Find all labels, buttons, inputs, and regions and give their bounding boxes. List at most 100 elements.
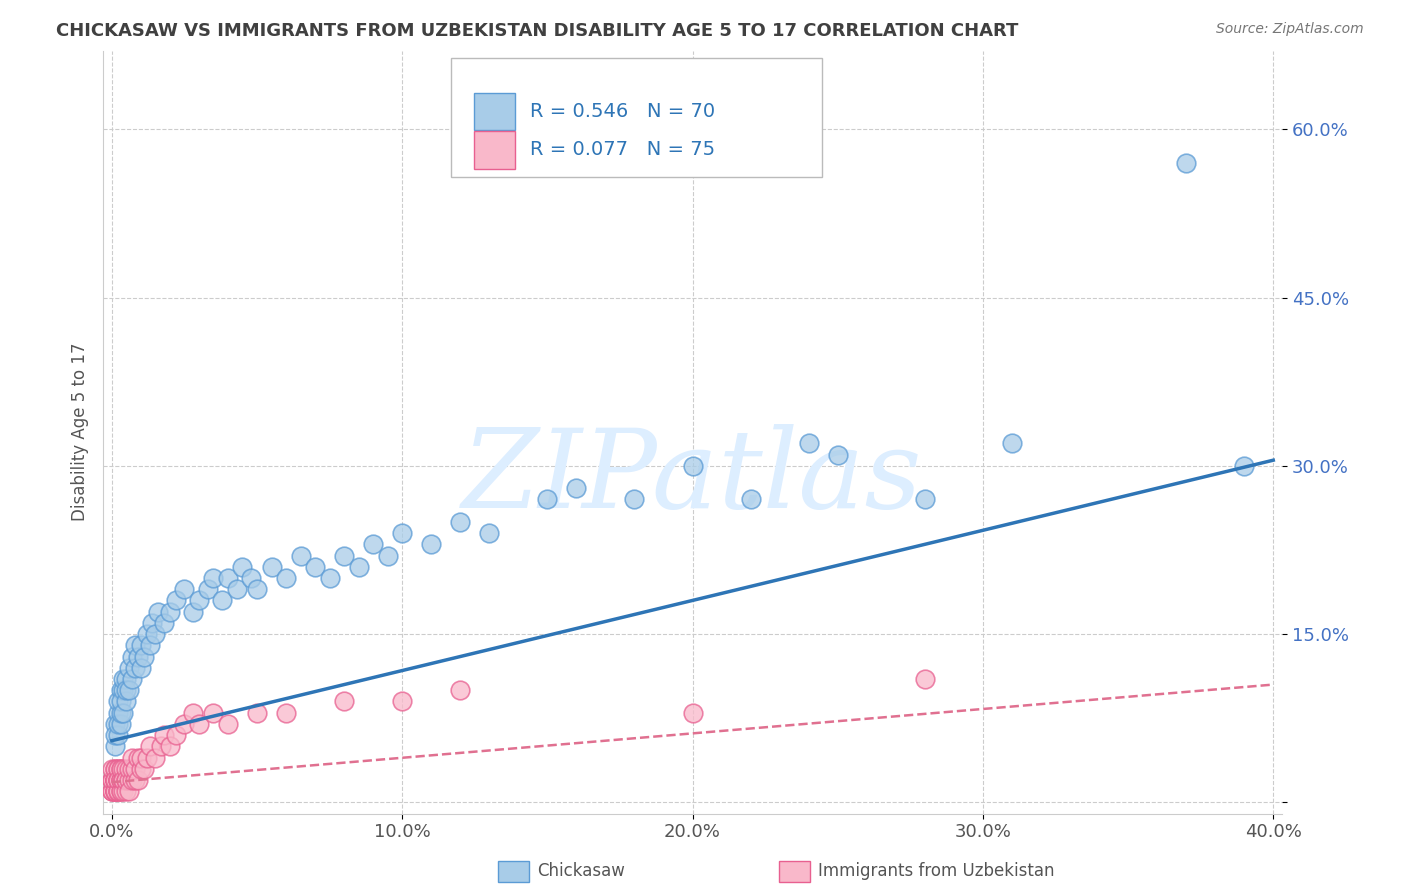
- Point: [124, 638, 146, 652]
- Point: [115, 672, 138, 686]
- Point: [104, 739, 127, 754]
- Y-axis label: Disability Age 5 to 17: Disability Age 5 to 17: [72, 343, 89, 522]
- Point: [682, 706, 704, 720]
- Point: [129, 638, 152, 652]
- Point: [112, 683, 135, 698]
- Point: [110, 772, 132, 787]
- Point: [1001, 436, 1024, 450]
- Point: [797, 436, 820, 450]
- Point: [104, 784, 127, 798]
- Point: [165, 593, 187, 607]
- Point: [110, 683, 132, 698]
- Point: [138, 638, 160, 652]
- Point: [318, 571, 340, 585]
- Point: [217, 571, 239, 585]
- Point: [112, 772, 135, 787]
- Point: [623, 492, 645, 507]
- Point: [153, 615, 176, 630]
- Point: [112, 762, 135, 776]
- Point: [138, 739, 160, 754]
- Point: [181, 605, 204, 619]
- Point: [141, 615, 163, 630]
- Point: [107, 772, 129, 787]
- Point: [274, 571, 297, 585]
- Text: R = 0.546   N = 70: R = 0.546 N = 70: [530, 103, 716, 121]
- Point: [115, 683, 138, 698]
- Point: [110, 784, 132, 798]
- Point: [124, 772, 146, 787]
- Point: [112, 772, 135, 787]
- Point: [112, 772, 135, 787]
- Point: [118, 762, 141, 776]
- Point: [377, 549, 399, 563]
- Point: [914, 492, 936, 507]
- Point: [112, 672, 135, 686]
- Point: [145, 627, 167, 641]
- Point: [290, 549, 312, 563]
- Point: [107, 762, 129, 776]
- Point: [121, 772, 143, 787]
- Point: [104, 784, 127, 798]
- Point: [112, 706, 135, 720]
- Point: [231, 559, 253, 574]
- Point: [118, 661, 141, 675]
- Point: [347, 559, 370, 574]
- Text: CHICKASAW VS IMMIGRANTS FROM UZBEKISTAN DISABILITY AGE 5 TO 17 CORRELATION CHART: CHICKASAW VS IMMIGRANTS FROM UZBEKISTAN …: [56, 22, 1018, 40]
- Point: [159, 739, 181, 754]
- Point: [110, 716, 132, 731]
- Point: [225, 582, 247, 597]
- Point: [104, 772, 127, 787]
- Point: [129, 750, 152, 764]
- Point: [101, 784, 124, 798]
- Point: [150, 739, 173, 754]
- Point: [101, 784, 124, 798]
- Point: [449, 683, 471, 698]
- Point: [110, 772, 132, 787]
- FancyBboxPatch shape: [474, 131, 515, 169]
- Point: [135, 750, 157, 764]
- Point: [107, 772, 129, 787]
- Point: [197, 582, 219, 597]
- Point: [118, 683, 141, 698]
- Point: [217, 716, 239, 731]
- Point: [129, 661, 152, 675]
- Point: [682, 458, 704, 473]
- Point: [107, 772, 129, 787]
- Point: [145, 750, 167, 764]
- Point: [333, 694, 356, 708]
- Text: Immigrants from Uzbekistan: Immigrants from Uzbekistan: [818, 863, 1054, 880]
- Point: [118, 772, 141, 787]
- Point: [202, 571, 225, 585]
- Point: [132, 762, 155, 776]
- Point: [1175, 156, 1198, 170]
- Point: [104, 728, 127, 742]
- Point: [104, 772, 127, 787]
- Point: [127, 772, 149, 787]
- Point: [165, 728, 187, 742]
- Point: [115, 772, 138, 787]
- Point: [121, 649, 143, 664]
- Point: [536, 492, 558, 507]
- Point: [112, 784, 135, 798]
- Point: [304, 559, 326, 574]
- Point: [107, 784, 129, 798]
- Point: [110, 762, 132, 776]
- Point: [101, 772, 124, 787]
- Text: Chickasaw: Chickasaw: [537, 863, 624, 880]
- Text: Source: ZipAtlas.com: Source: ZipAtlas.com: [1216, 22, 1364, 37]
- Point: [478, 526, 501, 541]
- Point: [107, 706, 129, 720]
- Point: [107, 784, 129, 798]
- Point: [181, 706, 204, 720]
- Point: [121, 750, 143, 764]
- Point: [274, 706, 297, 720]
- Point: [107, 784, 129, 798]
- Point: [107, 762, 129, 776]
- Point: [211, 593, 233, 607]
- Point: [740, 492, 762, 507]
- Point: [104, 772, 127, 787]
- Point: [449, 515, 471, 529]
- Point: [391, 694, 413, 708]
- Point: [110, 762, 132, 776]
- Point: [260, 559, 283, 574]
